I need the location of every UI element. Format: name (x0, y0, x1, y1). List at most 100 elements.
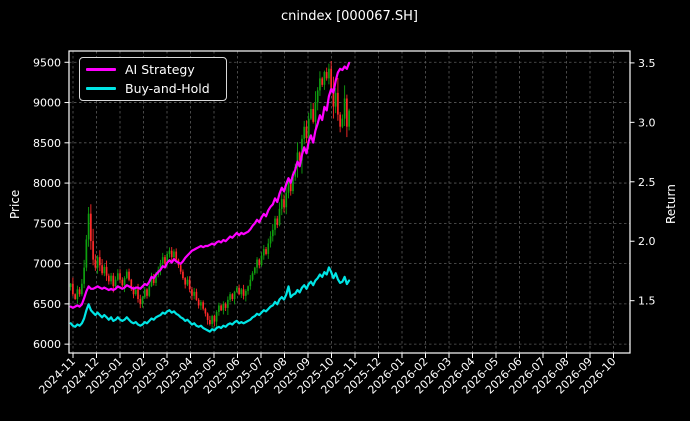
candle-body (121, 279, 124, 286)
candle-body (256, 259, 258, 268)
candle-body (143, 289, 146, 298)
candle-body (119, 273, 121, 280)
plot-frame (68, 50, 631, 354)
y-right-tick-label: 1.5 (638, 295, 656, 308)
candle-body (110, 275, 112, 282)
candle-body (141, 297, 144, 304)
buy-and-hold-line-swatch (86, 86, 116, 90)
candle-body (116, 273, 119, 280)
candle-body (152, 278, 155, 283)
candle-body (278, 208, 281, 225)
candle-body (179, 265, 182, 272)
candle-body (271, 229, 274, 237)
candle-body (166, 253, 169, 264)
candle-body (276, 218, 279, 225)
candle-body (251, 273, 254, 280)
candle-body (137, 289, 139, 300)
candle-body (103, 266, 106, 274)
candle-body (242, 289, 245, 296)
candle-body (168, 250, 171, 254)
candle-body (218, 305, 220, 312)
candle-body (285, 192, 288, 208)
legend-label-ai-strategy: AI Strategy (125, 62, 195, 78)
candle-body (132, 287, 135, 295)
candle-body (303, 126, 306, 139)
candle-body (348, 110, 350, 127)
candle-body (325, 71, 328, 79)
ai-strategy-line-swatch (86, 68, 116, 72)
candle-body (316, 90, 319, 103)
candle-body (247, 286, 249, 291)
candle-body (260, 255, 263, 266)
candle-body (170, 250, 173, 258)
candle-body (161, 257, 164, 264)
candle-body (283, 199, 285, 208)
candle-body (220, 305, 222, 311)
candle-body (244, 290, 247, 296)
candle-body (202, 302, 205, 309)
candle-body (112, 275, 115, 287)
candle-body (258, 259, 261, 266)
candle-body (69, 283, 72, 287)
y-left-tick-label: 6000 (33, 338, 61, 351)
candle-body (195, 291, 198, 300)
candle-body (215, 311, 218, 322)
candle-body (213, 315, 216, 322)
chart-title: cnindex [000067.SH] (280, 9, 418, 24)
candle-body (197, 299, 200, 306)
candle-body (287, 181, 290, 193)
y-right-tick-label: 3.0 (638, 116, 656, 129)
candle-body (173, 251, 175, 258)
candle-body (81, 283, 83, 295)
y-left-tick-label: 9000 (33, 97, 61, 110)
y-left-tick-label: 6500 (33, 298, 61, 311)
candle-body (269, 236, 272, 244)
buy-and-hold-line (69, 266, 351, 333)
legend-item-ai-strategy: AI Strategy (86, 62, 220, 77)
candle-body (128, 271, 130, 280)
candle-body (238, 287, 240, 295)
candle-body (200, 302, 202, 306)
candle-body (123, 278, 126, 286)
candle-body (83, 267, 85, 284)
candle-body (280, 199, 283, 209)
candle-body (182, 271, 184, 279)
candle-body (312, 108, 315, 122)
candle-body (253, 267, 256, 274)
candle-body (175, 251, 178, 260)
candle-body (90, 213, 92, 242)
ai-strategy-line (69, 61, 351, 309)
candle-body (146, 289, 148, 296)
candle-body (125, 271, 128, 279)
candle-body (224, 303, 227, 308)
candle-body (328, 68, 330, 79)
y-left-tick-label: 9500 (33, 56, 61, 69)
candle-body (332, 88, 335, 107)
candle-body (298, 152, 301, 161)
candle-body (231, 294, 234, 300)
candle-body (240, 289, 243, 295)
candle-body (85, 239, 88, 268)
candle-body (314, 102, 317, 122)
candle-body (233, 291, 236, 300)
candle-body (107, 275, 110, 282)
candle-body (323, 71, 326, 85)
candle-body (346, 98, 348, 127)
candle-body (319, 78, 321, 91)
candle-body (101, 265, 103, 274)
candle-body (72, 283, 74, 295)
candle-body (343, 98, 346, 119)
candle-body (267, 243, 270, 254)
candle-body (188, 279, 191, 290)
candle-body (330, 68, 333, 89)
candle-body (334, 92, 337, 107)
y-left-tick-label: 7500 (33, 217, 61, 230)
y-left-tick-label: 7000 (33, 258, 61, 271)
y-left-tick-label: 8500 (33, 137, 61, 150)
candle-body (105, 266, 108, 276)
candle-body (296, 152, 299, 167)
candle-body (274, 218, 276, 230)
candle-body (341, 118, 344, 127)
